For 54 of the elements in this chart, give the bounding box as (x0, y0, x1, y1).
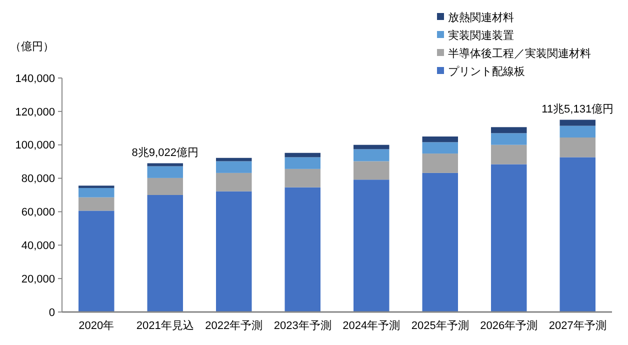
bar (216, 172, 252, 192)
y-tick-label: 40,000 (21, 240, 55, 252)
bar (284, 152, 320, 158)
y-tick-label: 60,000 (21, 206, 55, 219)
x-tick-label: 2025年予測 (411, 320, 469, 332)
x-tick-label: 2021年見込 (136, 319, 194, 332)
bar (147, 166, 183, 178)
bar (216, 161, 252, 173)
bar (216, 191, 252, 312)
bar (354, 180, 390, 312)
bar (422, 136, 458, 142)
y-tick-label: 20,000 (21, 273, 55, 286)
x-tick-label: 2022年予測 (205, 320, 263, 332)
legend-label: プリント配線板 (448, 64, 525, 78)
y-axis-title: （億円） (10, 40, 54, 53)
annotation: 11兆5,131億円 (542, 102, 614, 116)
bar (422, 172, 458, 312)
x-tick-label: 2024年予測 (342, 320, 400, 332)
y-tick-label: 140,000 (15, 72, 55, 85)
bar (147, 178, 183, 195)
bar (78, 197, 114, 211)
x-tick-label: 2026年予測 (480, 320, 538, 332)
legend-label: 放熱関連材料 (448, 10, 514, 24)
bar (354, 144, 390, 150)
bar (147, 163, 183, 166)
bar (216, 158, 252, 162)
bar (284, 157, 320, 169)
bar (78, 188, 114, 198)
bar (491, 133, 527, 145)
y-tick-label: 100,000 (15, 140, 55, 152)
y-tick-label: 80,000 (21, 173, 55, 186)
y-tick-label: 120,000 (15, 106, 55, 118)
bar (491, 144, 527, 164)
legend-label: 実装関連装置 (448, 28, 514, 42)
bar (284, 187, 320, 312)
bar (354, 161, 390, 180)
bar (147, 195, 183, 312)
bar (354, 149, 390, 162)
x-tick-label: 2027年予測 (548, 320, 606, 332)
bar (422, 142, 458, 154)
bar (422, 154, 458, 173)
x-tick-label: 2023年予測 (274, 320, 332, 332)
bar (560, 138, 596, 158)
bar (560, 120, 596, 126)
annotation: 8兆9,022億円 (132, 146, 198, 160)
bar (491, 164, 527, 312)
bar (560, 126, 596, 138)
bar (78, 210, 114, 312)
legend-label: 半導体後工程／実装関連材料 (448, 46, 591, 60)
y-tick-label: 0 (48, 306, 55, 319)
bar (560, 157, 596, 312)
bar (284, 168, 320, 188)
x-tick-label: 2020年 (78, 320, 114, 332)
bar (491, 127, 527, 134)
